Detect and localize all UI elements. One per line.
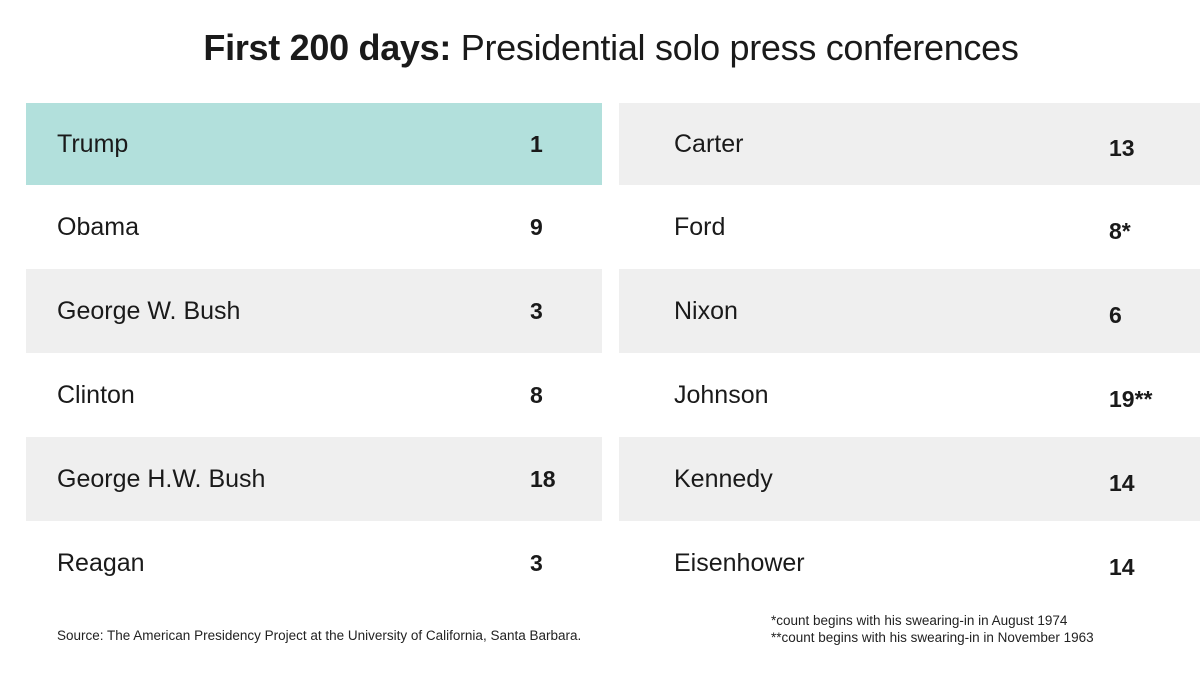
table-row-eisenhower: Eisenhower 14 [619, 521, 1200, 605]
right-table: Carter 13 Ford 8* Nixon 6 Johnson 19** K… [619, 103, 1200, 605]
row-value: 3 [530, 549, 543, 576]
row-value: 8 [530, 381, 543, 408]
row-name: George W. Bush [57, 296, 241, 325]
row-value: 19** [1109, 385, 1153, 412]
row-name: Trump [57, 129, 129, 158]
footnote-ford: *count begins with his swearing-in in Au… [771, 613, 1068, 628]
table-row-carter: Carter 13 [619, 103, 1200, 185]
chart-title-rest: Presidential solo press conferences [460, 27, 1019, 68]
row-value: 3 [530, 297, 543, 324]
row-name: Kennedy [674, 464, 773, 493]
footnotes: *count begins with his swearing-in in Au… [771, 612, 1094, 646]
row-value: 6 [1109, 301, 1122, 328]
table-row-nixon: Nixon 6 [619, 269, 1200, 353]
table-row-trump: Trump 1 [26, 103, 602, 185]
table-row-kennedy: Kennedy 14 [619, 437, 1200, 521]
row-value: 14 [1109, 553, 1135, 580]
row-name: Clinton [57, 380, 135, 409]
table-row-obama: Obama 9 [26, 185, 602, 269]
row-name: Nixon [674, 296, 738, 325]
row-name: Ford [674, 212, 726, 241]
row-value: 1 [530, 130, 543, 157]
row-value: 9 [530, 213, 543, 240]
table-row-ford: Ford 8* [619, 185, 1200, 269]
row-value: 8* [1109, 217, 1131, 244]
chart-title-bold: First 200 days: [203, 27, 452, 68]
row-name: Reagan [57, 548, 145, 577]
table-row-reagan: Reagan 3 [26, 521, 602, 605]
table-row-johnson: Johnson 19** [619, 353, 1200, 437]
row-value: 13 [1109, 134, 1135, 161]
table-row-george-w-bush: George W. Bush 3 [26, 269, 602, 353]
chart-title: First 200 days: Presidential solo press … [0, 26, 1200, 70]
table-row-george-hw-bush: George H.W. Bush 18 [26, 437, 602, 521]
row-name: George H.W. Bush [57, 464, 266, 493]
row-value: 14 [1109, 469, 1135, 496]
source-note: Source: The American Presidency Project … [57, 628, 582, 643]
row-name: Obama [57, 212, 139, 241]
row-name: Johnson [674, 380, 769, 409]
footnote-johnson: **count begins with his swearing-in in N… [771, 630, 1094, 645]
row-name: Eisenhower [674, 548, 805, 577]
left-table: Trump 1 Obama 9 George W. Bush 3 Clinton… [26, 103, 602, 605]
row-name: Carter [674, 129, 744, 158]
row-value: 18 [530, 465, 556, 492]
table-row-clinton: Clinton 8 [26, 353, 602, 437]
